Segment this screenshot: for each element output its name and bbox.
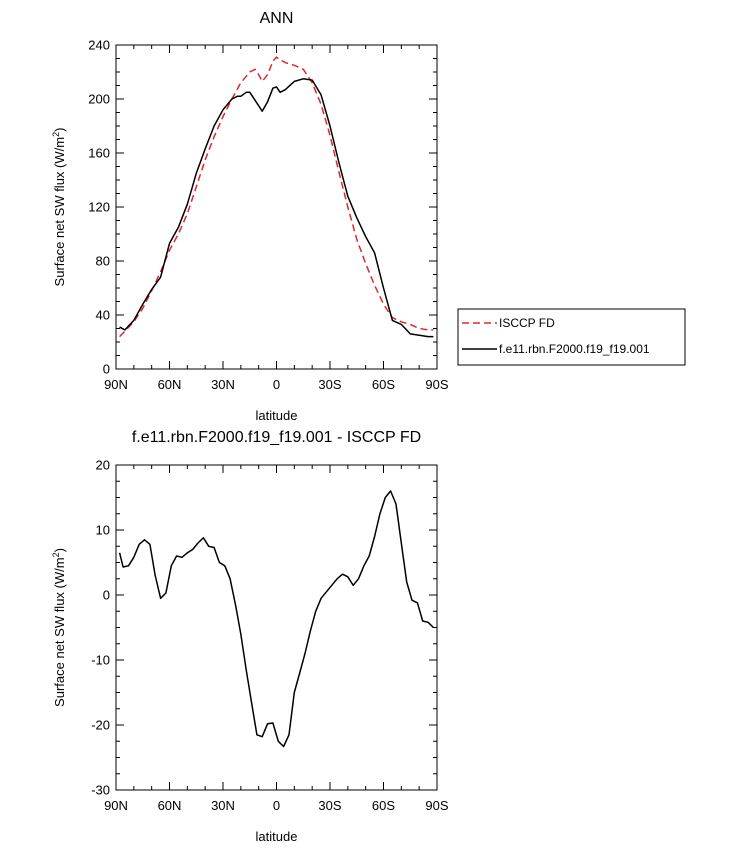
top-x-tick-label: 30N — [211, 377, 235, 392]
legend-entry-model: f.e11.rbn.F2000.f19_f19.001 — [499, 342, 650, 356]
bottom-x-tick-label: 90S — [425, 798, 448, 813]
legend-entry-isccp-fd: ISCCP FD — [499, 316, 555, 330]
top-y-tick-label: 200 — [88, 92, 110, 107]
bottom-y-tick-label: 0 — [103, 588, 110, 603]
bottom-x-tick-label: 90N — [104, 798, 128, 813]
top-x-tick-label: 30S — [318, 377, 341, 392]
bottom-x-tick-label: 30N — [211, 798, 235, 813]
bottom-chart-y-axis-label-tail: ) — [52, 548, 67, 552]
top-x-tick-label: 0 — [273, 377, 280, 392]
top-x-tick-label: 90N — [104, 377, 128, 392]
bottom-y-tick-label: -10 — [91, 653, 110, 668]
bottom-chart-y-axis-label: Surface net SW flux (W/m2) — [51, 548, 67, 707]
top-series-line-isccp-fd — [119, 56, 434, 338]
bottom-y-tick-label: 20 — [96, 458, 110, 473]
top-x-tick-label: 60S — [372, 377, 395, 392]
bottom-chart-title: f.e11.rbn.F2000.f19_f19.001 - ISCCP FD — [132, 429, 421, 446]
top-chart-plot-frame — [115, 44, 438, 370]
bottom-x-tick-label: 0 — [273, 798, 280, 813]
bottom-y-tick-label: -20 — [91, 718, 110, 733]
bottom-chart-series-group — [118, 490, 434, 748]
bottom-chart-x-axis-label: latitude — [256, 829, 298, 844]
legend: ISCCP FD f.e11.rbn.F2000.f19_f19.001 — [457, 308, 686, 366]
bottom-x-tick-label: 60N — [158, 798, 182, 813]
top-chart-x-axis-label: latitude — [256, 408, 298, 423]
top-chart-axes: 90N 60N 30N 0 30S 60S 90S 0 40 80 120 160 200 240 — [88, 38, 449, 393]
top-series-line-model — [119, 78, 434, 338]
top-y-tick-label: 240 — [88, 38, 110, 53]
top-chart-title: ANN — [260, 10, 294, 27]
legend-box — [457, 308, 686, 366]
top-y-tick-label: 160 — [88, 146, 110, 161]
top-y-tick-label: 0 — [103, 362, 110, 377]
bottom-x-tick-label: 30S — [318, 798, 341, 813]
top-x-tick-label: 60N — [158, 377, 182, 392]
top-chart-y-axis-label-tail: ) — [52, 128, 67, 132]
bottom-chart-axes: 90N 60N 30N 0 30S 60S 90S -30 -20 -10 0 10 20 — [91, 458, 449, 814]
top-y-tick-label: 40 — [96, 308, 110, 323]
top-chart-y-axis-label: Surface net SW flux (W/m2) — [51, 128, 67, 287]
bottom-y-tick-label: 10 — [96, 523, 110, 538]
bottom-chart-y-axis-label-superscript: 2 — [51, 552, 61, 557]
top-chart-y-axis-label-superscript: 2 — [51, 132, 61, 137]
top-chart-panel: ANN 90N 60N 30N 0 30S 60S 90S 0 40 80 120 160 200 240… — [51, 10, 449, 423]
top-y-tick-label: 120 — [88, 200, 110, 215]
bottom-chart-y-axis-label-main: Surface net SW flux (W/m — [52, 557, 67, 707]
top-chart-y-axis-label-main: Surface net SW flux (W/m — [52, 137, 67, 287]
top-chart-series-group — [119, 56, 434, 338]
bottom-chart-plot-frame — [115, 464, 438, 791]
top-x-tick-label: 90S — [425, 377, 448, 392]
bottom-chart-panel: f.e11.rbn.F2000.f19_f19.001 - ISCCP FD 9… — [51, 429, 449, 844]
bottom-x-tick-label: 60S — [372, 798, 395, 813]
bottom-y-tick-label: -30 — [91, 783, 110, 798]
top-y-tick-label: 80 — [96, 254, 110, 269]
bottom-series-line-model — [118, 490, 434, 748]
